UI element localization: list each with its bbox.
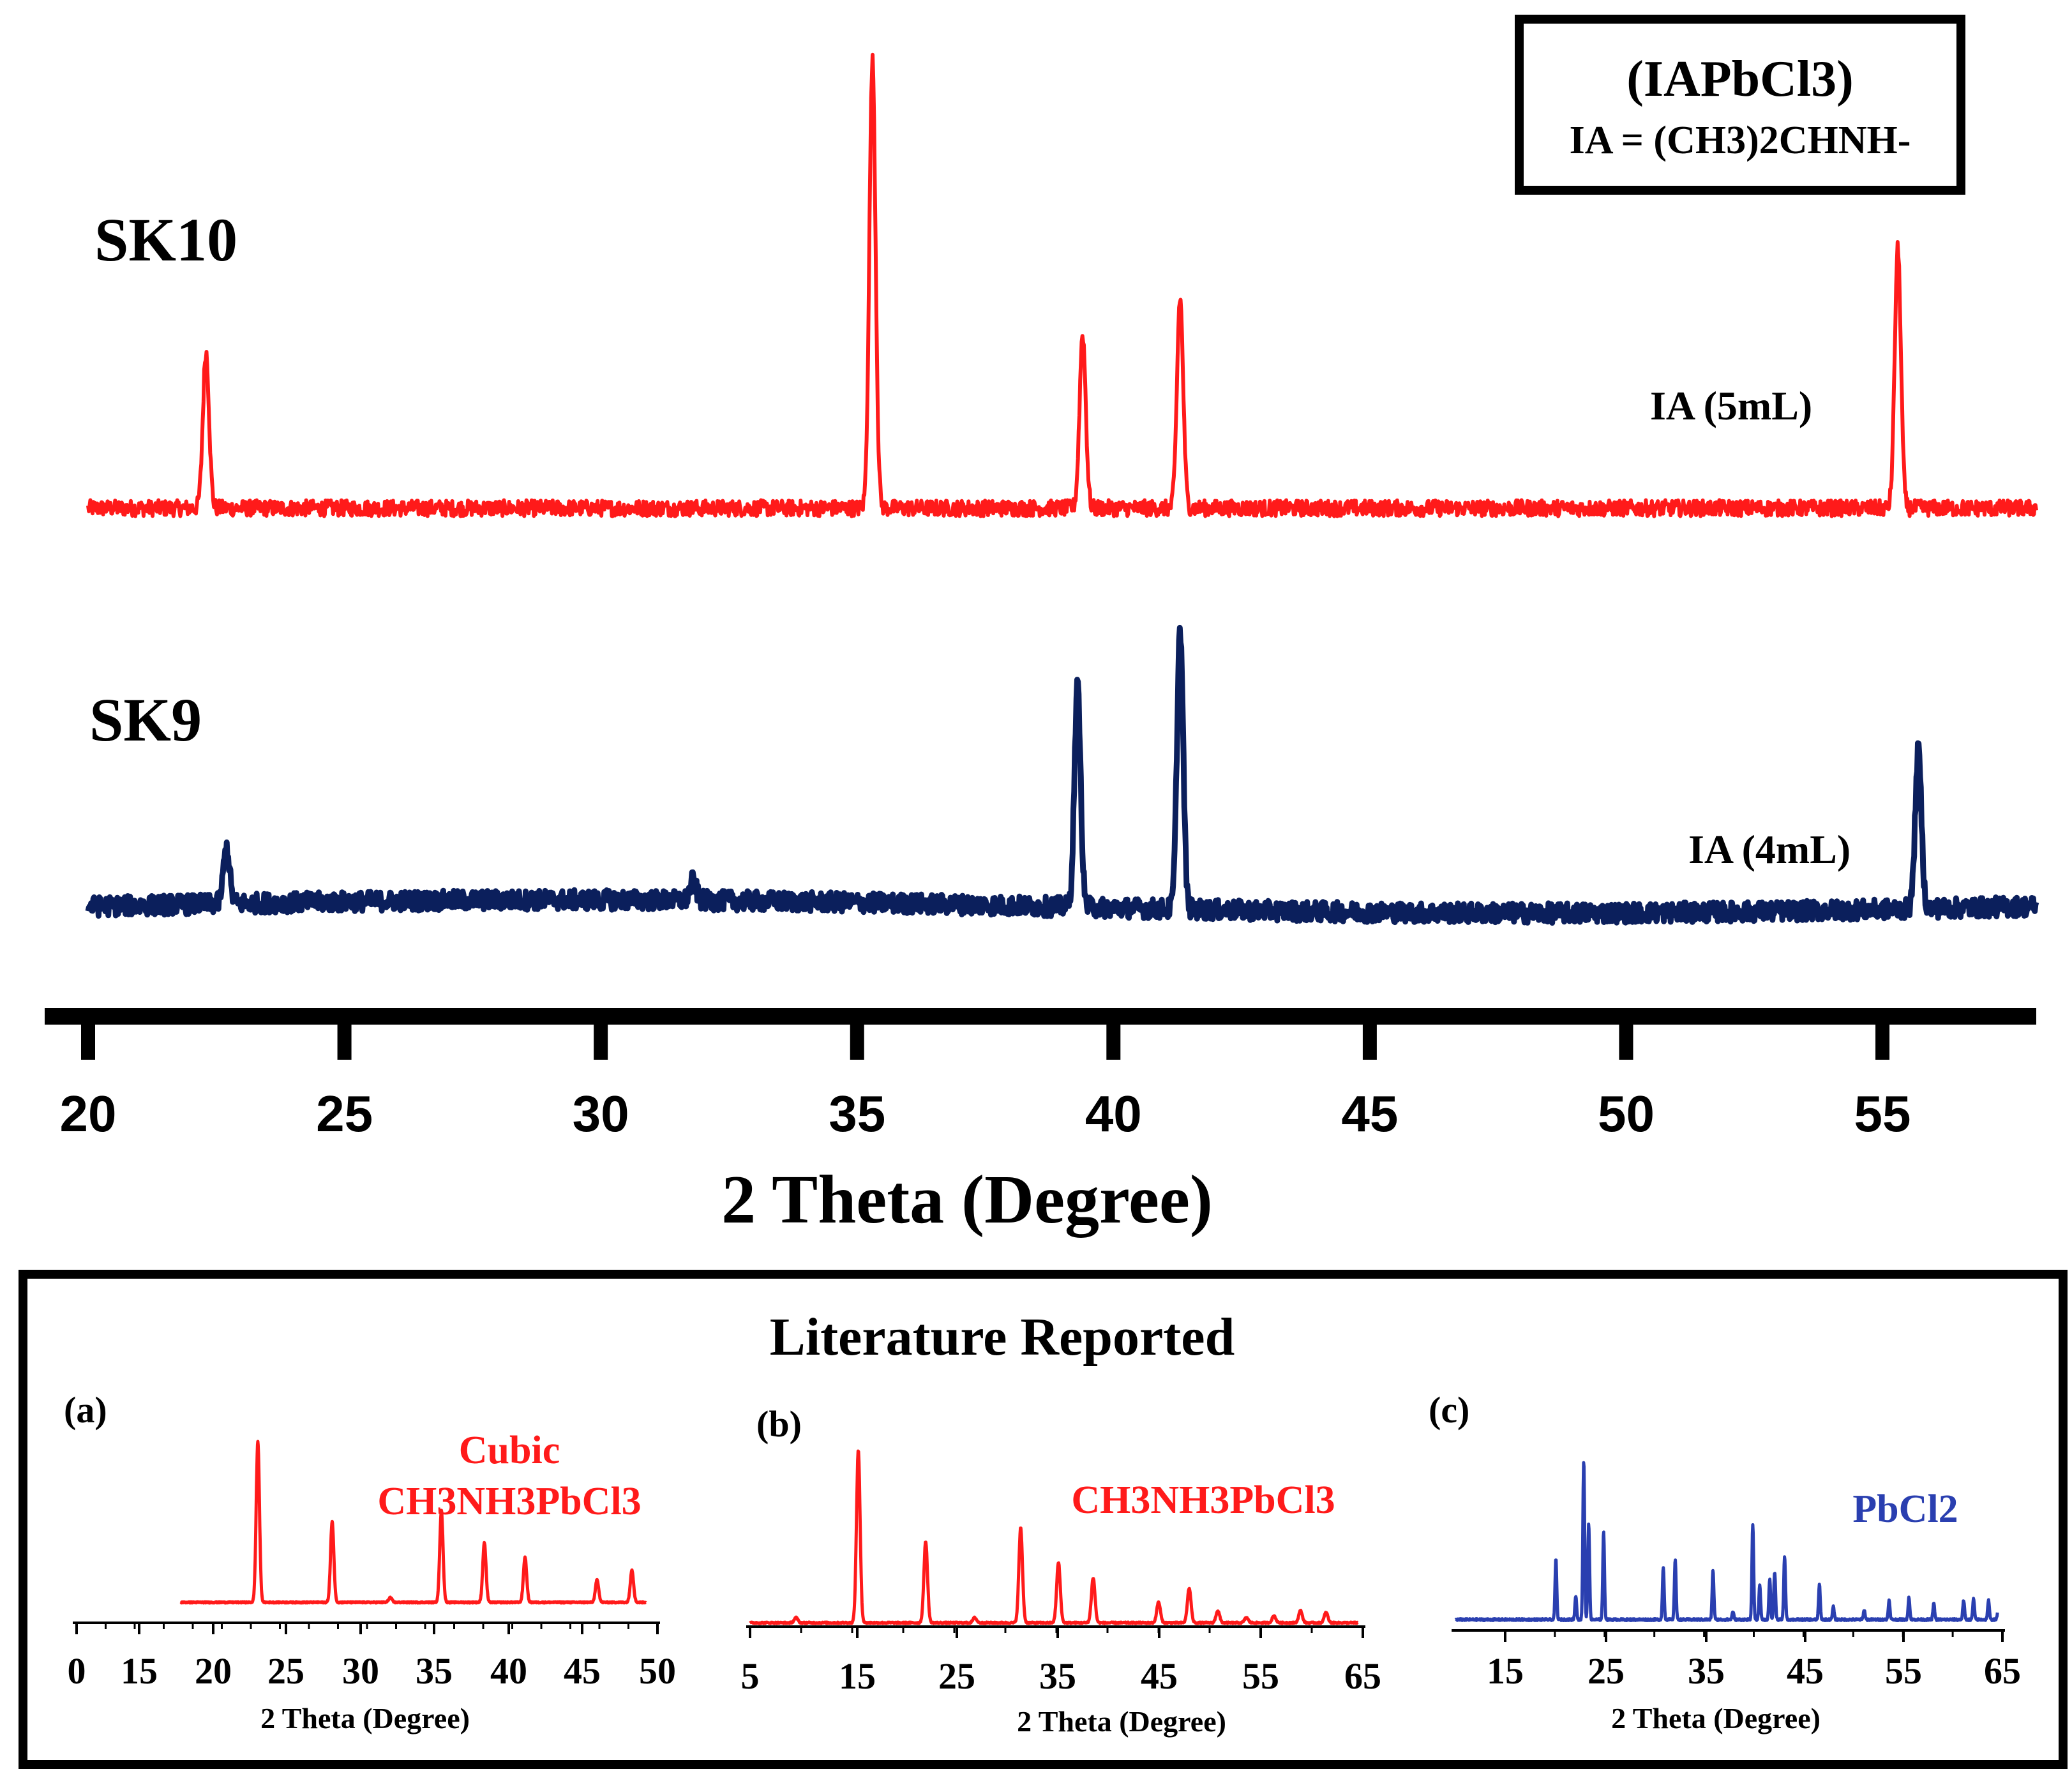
literature-tick-label: 15 [839,1655,876,1697]
literature-tick-label: 45 [1141,1655,1178,1697]
ia-definition: IA = (CH3)2CHNH- [1570,119,1911,162]
main-x-tick-label: 30 [573,1085,629,1142]
series-line-sk9 [85,624,2039,926]
panel-a-label-cubic: Cubic [459,1429,560,1472]
main-x-axis-label: 2 Theta (Degree) [721,1162,1213,1238]
literature-title: Literature Reported [770,1307,1235,1367]
literature-tick-label: 50 [639,1650,676,1692]
literature-tick-label: 45 [564,1650,601,1692]
panel-a-label-formula: CH3NH3PbCl3 [377,1480,641,1523]
literature-tick-label: 40 [490,1650,527,1692]
compound-formula: (IAPbCl3) [1626,51,1854,107]
literature-tick-label: 35 [1688,1650,1725,1692]
literature-tick-label: 15 [1487,1650,1524,1692]
literature-tick-label: 0 [68,1650,86,1692]
literature-tick-label: 55 [1242,1655,1279,1697]
literature-tick-label: 65 [1344,1655,1381,1697]
condition-label-sk9: IA (4mL) [1688,827,1851,872]
series-label-sk10: SK10 [94,206,237,274]
panel-c-letter: (c) [1429,1389,1469,1431]
main-x-axis: 20 25 30 35 40 45 50 55 [45,1008,2036,1142]
main-x-tick-label: 35 [829,1085,885,1142]
main-xrd-panel: SK10 SK9 IA (5mL) IA (4mL) (IAPbCl3) IA … [45,15,2039,1238]
main-series-group [85,52,2039,926]
literature-tick-label: 5 [741,1655,760,1697]
series-label-sk9: SK9 [89,686,202,754]
panel-b-label-formula: CH3NH3PbCl3 [1071,1479,1335,1522]
literature-frame [19,1270,2068,1769]
literature-tick-label: 65 [1984,1650,2021,1692]
panel-b-letter: (b) [756,1403,802,1445]
panel-c-label-formula: PbCl2 [1852,1487,1958,1531]
literature-tick-label: 25 [1588,1650,1625,1692]
literature-tick-label: 25 [267,1650,304,1692]
main-x-tick-label: 20 [60,1085,117,1142]
panel-a-x-axis-label: 2 Theta (Degree) [260,1702,470,1735]
literature-series-c [1454,1461,1999,1622]
literature-tick-label: 30 [342,1650,379,1692]
literature-panel: Literature Reported (a) (b) (c) Cubic CH… [19,1270,2068,1769]
main-x-tick-label: 25 [316,1085,373,1142]
literature-series-b [749,1449,1359,1625]
main-x-tick-label: 45 [1341,1085,1398,1142]
main-x-tick-label: 40 [1085,1085,1142,1142]
literature-tick-label: 35 [416,1650,453,1692]
literature-series-a [179,1440,647,1605]
literature-tick-label: 25 [938,1655,975,1697]
main-x-tick-label: 55 [1854,1085,1911,1142]
condition-label-sk10: IA (5mL) [1650,383,1812,428]
literature-tick-label: 45 [1787,1650,1824,1692]
panel-a-letter: (a) [64,1389,107,1431]
literature-charts: 0 15 20 25 30 35 40 45 50 5 15 25 35 45 55 65 15 25 35 45 55… [68,1440,2021,1697]
series-line-sk10 [86,52,2038,518]
literature-tick-label: 20 [195,1650,232,1692]
main-x-tick-label: 50 [1598,1085,1655,1142]
panel-b-x-axis-label: 2 Theta (Degree) [1017,1705,1226,1738]
panel-c-x-axis-label: 2 Theta (Degree) [1611,1702,1821,1735]
literature-tick-label: 15 [121,1650,158,1692]
literature-tick-label: 35 [1039,1655,1076,1697]
compound-legend-box [1515,15,1965,195]
literature-tick-label: 55 [1885,1650,1922,1692]
